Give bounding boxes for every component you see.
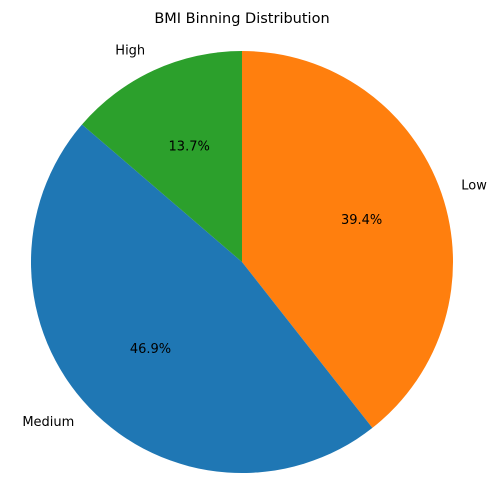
pct-label-medium: 46.9% [130, 342, 171, 357]
pie-slice-high [81, 50, 243, 262]
slice-label-medium: Medium [22, 415, 74, 430]
chart-title: BMI Binning Distribution [154, 11, 329, 27]
slice-label-high: High [115, 44, 145, 59]
pct-label-high: 13.7% [169, 139, 210, 154]
pie-labels: Low 39.4% Medium 46.9% High 13.7% [22, 44, 487, 430]
pct-label-low: 39.4% [341, 213, 382, 228]
slice-label-low: Low [461, 179, 487, 194]
pie-slices [30, 50, 454, 474]
pie-slice-low [242, 51, 454, 428]
pie-slice-medium [30, 124, 373, 474]
